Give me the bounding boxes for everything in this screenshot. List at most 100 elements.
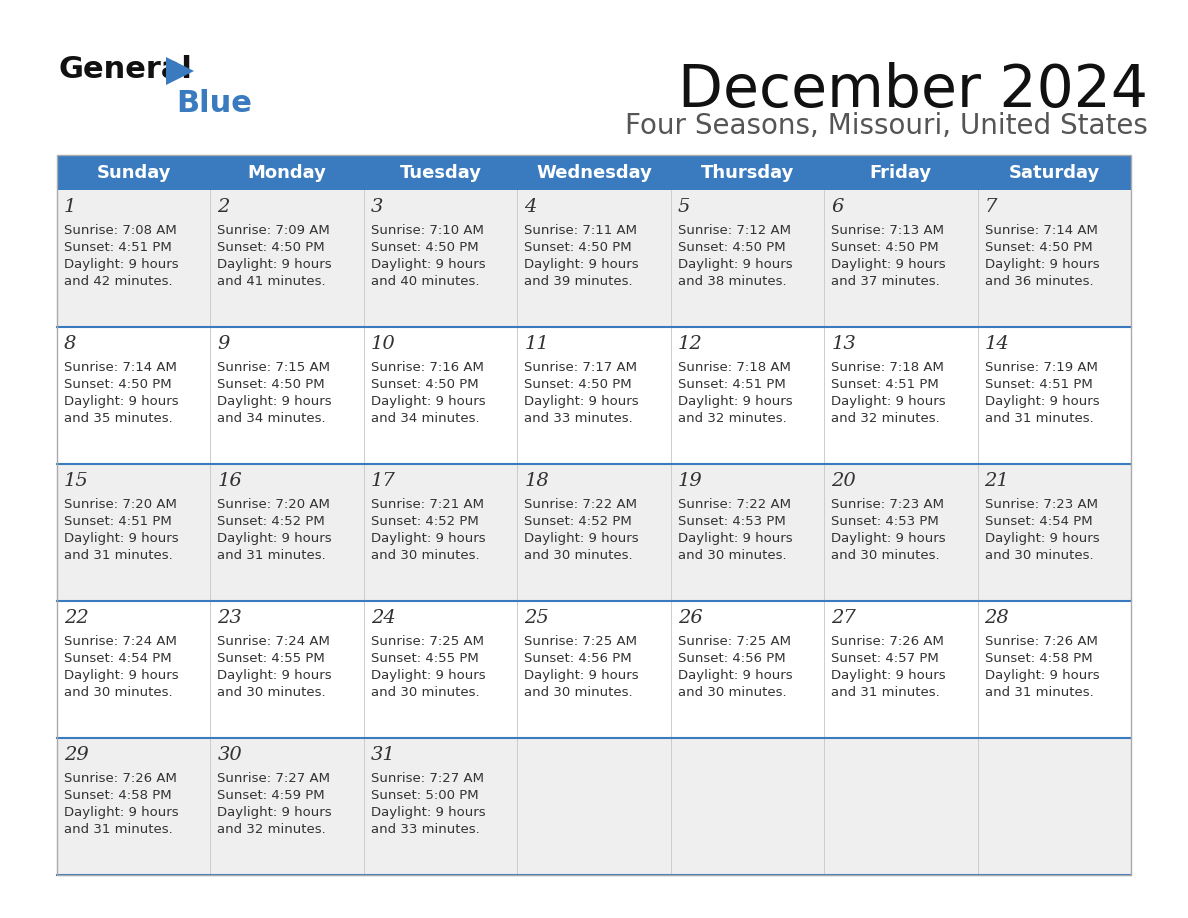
Text: and 32 minutes.: and 32 minutes. [832, 412, 940, 425]
Text: Daylight: 9 hours: Daylight: 9 hours [371, 395, 486, 408]
Text: Daylight: 9 hours: Daylight: 9 hours [217, 806, 333, 819]
Text: 17: 17 [371, 472, 396, 490]
Text: Sunset: 4:50 PM: Sunset: 4:50 PM [985, 241, 1092, 254]
Text: and 30 minutes.: and 30 minutes. [371, 549, 480, 562]
Text: Daylight: 9 hours: Daylight: 9 hours [985, 532, 1099, 545]
Text: 4: 4 [524, 198, 537, 216]
Text: and 33 minutes.: and 33 minutes. [371, 823, 480, 836]
Text: Sunrise: 7:10 AM: Sunrise: 7:10 AM [371, 224, 484, 237]
Text: 18: 18 [524, 472, 549, 490]
Text: Daylight: 9 hours: Daylight: 9 hours [677, 395, 792, 408]
Text: Sunrise: 7:27 AM: Sunrise: 7:27 AM [217, 772, 330, 785]
Text: and 30 minutes.: and 30 minutes. [832, 549, 940, 562]
Text: Daylight: 9 hours: Daylight: 9 hours [217, 395, 333, 408]
Text: Sunset: 4:57 PM: Sunset: 4:57 PM [832, 652, 939, 665]
Text: 3: 3 [371, 198, 384, 216]
Text: Sunrise: 7:20 AM: Sunrise: 7:20 AM [64, 498, 177, 511]
Text: Daylight: 9 hours: Daylight: 9 hours [524, 395, 639, 408]
Text: and 30 minutes.: and 30 minutes. [217, 686, 326, 699]
Text: and 32 minutes.: and 32 minutes. [217, 823, 327, 836]
Text: 27: 27 [832, 609, 855, 627]
Bar [57, 327, 1131, 464]
Text: Sunset: 4:50 PM: Sunset: 4:50 PM [524, 241, 632, 254]
Text: Sunset: 4:50 PM: Sunset: 4:50 PM [524, 378, 632, 391]
Text: Sunrise: 7:17 AM: Sunrise: 7:17 AM [524, 361, 637, 374]
Text: Sunset: 4:50 PM: Sunset: 4:50 PM [64, 378, 171, 391]
Text: Friday: Friday [870, 163, 931, 182]
Text: Sunrise: 7:24 AM: Sunrise: 7:24 AM [217, 635, 330, 648]
Text: Daylight: 9 hours: Daylight: 9 hours [832, 532, 946, 545]
Bar [57, 155, 1131, 875]
Text: Daylight: 9 hours: Daylight: 9 hours [64, 258, 178, 271]
Text: and 30 minutes.: and 30 minutes. [64, 686, 172, 699]
Text: Sunset: 4:58 PM: Sunset: 4:58 PM [64, 789, 171, 802]
Text: Sunrise: 7:14 AM: Sunrise: 7:14 AM [985, 224, 1098, 237]
Text: Sunrise: 7:25 AM: Sunrise: 7:25 AM [524, 635, 637, 648]
Text: Daylight: 9 hours: Daylight: 9 hours [985, 395, 1099, 408]
Text: Sunset: 4:51 PM: Sunset: 4:51 PM [64, 515, 172, 528]
Bar [57, 601, 1131, 738]
Text: Daylight: 9 hours: Daylight: 9 hours [64, 806, 178, 819]
Text: 20: 20 [832, 472, 855, 490]
Text: Sunset: 4:52 PM: Sunset: 4:52 PM [371, 515, 479, 528]
Text: Daylight: 9 hours: Daylight: 9 hours [832, 395, 946, 408]
Text: and 41 minutes.: and 41 minutes. [217, 275, 326, 288]
Text: Sunday: Sunday [96, 163, 171, 182]
Text: Sunset: 4:50 PM: Sunset: 4:50 PM [677, 241, 785, 254]
Text: and 30 minutes.: and 30 minutes. [524, 549, 633, 562]
Bar [57, 190, 1131, 327]
Text: 12: 12 [677, 335, 702, 353]
Text: 26: 26 [677, 609, 702, 627]
Text: Sunrise: 7:27 AM: Sunrise: 7:27 AM [371, 772, 484, 785]
Text: Sunrise: 7:18 AM: Sunrise: 7:18 AM [677, 361, 790, 374]
Text: Sunrise: 7:14 AM: Sunrise: 7:14 AM [64, 361, 177, 374]
Text: Sunrise: 7:18 AM: Sunrise: 7:18 AM [832, 361, 944, 374]
Text: and 30 minutes.: and 30 minutes. [524, 686, 633, 699]
Text: 30: 30 [217, 746, 242, 764]
Text: and 38 minutes.: and 38 minutes. [677, 275, 786, 288]
Text: Sunset: 4:50 PM: Sunset: 4:50 PM [371, 378, 479, 391]
Text: and 31 minutes.: and 31 minutes. [832, 686, 940, 699]
Text: Daylight: 9 hours: Daylight: 9 hours [985, 258, 1099, 271]
Text: 5: 5 [677, 198, 690, 216]
Text: Sunrise: 7:20 AM: Sunrise: 7:20 AM [217, 498, 330, 511]
Text: 22: 22 [64, 609, 89, 627]
Text: Sunset: 4:55 PM: Sunset: 4:55 PM [371, 652, 479, 665]
Text: Sunrise: 7:22 AM: Sunrise: 7:22 AM [524, 498, 637, 511]
Text: Daylight: 9 hours: Daylight: 9 hours [371, 258, 486, 271]
Text: Daylight: 9 hours: Daylight: 9 hours [217, 669, 333, 682]
Text: 8: 8 [64, 335, 76, 353]
Text: and 30 minutes.: and 30 minutes. [985, 549, 1093, 562]
Text: Sunset: 4:56 PM: Sunset: 4:56 PM [677, 652, 785, 665]
Text: 7: 7 [985, 198, 997, 216]
Text: Sunset: 4:50 PM: Sunset: 4:50 PM [832, 241, 939, 254]
Text: and 36 minutes.: and 36 minutes. [985, 275, 1093, 288]
Text: Sunset: 4:58 PM: Sunset: 4:58 PM [985, 652, 1092, 665]
Text: Sunrise: 7:11 AM: Sunrise: 7:11 AM [524, 224, 637, 237]
Bar [57, 464, 1131, 601]
Text: Daylight: 9 hours: Daylight: 9 hours [524, 532, 639, 545]
Text: and 31 minutes.: and 31 minutes. [985, 686, 1093, 699]
Text: 11: 11 [524, 335, 549, 353]
Text: General: General [58, 55, 192, 84]
Text: Daylight: 9 hours: Daylight: 9 hours [832, 669, 946, 682]
Text: and 34 minutes.: and 34 minutes. [371, 412, 480, 425]
Text: Daylight: 9 hours: Daylight: 9 hours [64, 395, 178, 408]
Text: Sunset: 4:55 PM: Sunset: 4:55 PM [217, 652, 326, 665]
Bar [57, 155, 1131, 190]
Text: Sunrise: 7:21 AM: Sunrise: 7:21 AM [371, 498, 484, 511]
Text: Sunrise: 7:23 AM: Sunrise: 7:23 AM [985, 498, 1098, 511]
Text: Sunset: 4:50 PM: Sunset: 4:50 PM [217, 378, 326, 391]
Text: Sunrise: 7:26 AM: Sunrise: 7:26 AM [64, 772, 177, 785]
Text: and 33 minutes.: and 33 minutes. [524, 412, 633, 425]
Text: Daylight: 9 hours: Daylight: 9 hours [371, 669, 486, 682]
Text: 14: 14 [985, 335, 1010, 353]
Text: Sunrise: 7:25 AM: Sunrise: 7:25 AM [371, 635, 484, 648]
Text: 2: 2 [217, 198, 229, 216]
Text: Sunset: 4:54 PM: Sunset: 4:54 PM [985, 515, 1092, 528]
Text: Daylight: 9 hours: Daylight: 9 hours [524, 258, 639, 271]
Text: Sunrise: 7:15 AM: Sunrise: 7:15 AM [217, 361, 330, 374]
Text: Sunrise: 7:25 AM: Sunrise: 7:25 AM [677, 635, 791, 648]
Text: Sunrise: 7:26 AM: Sunrise: 7:26 AM [832, 635, 944, 648]
Text: Daylight: 9 hours: Daylight: 9 hours [832, 258, 946, 271]
